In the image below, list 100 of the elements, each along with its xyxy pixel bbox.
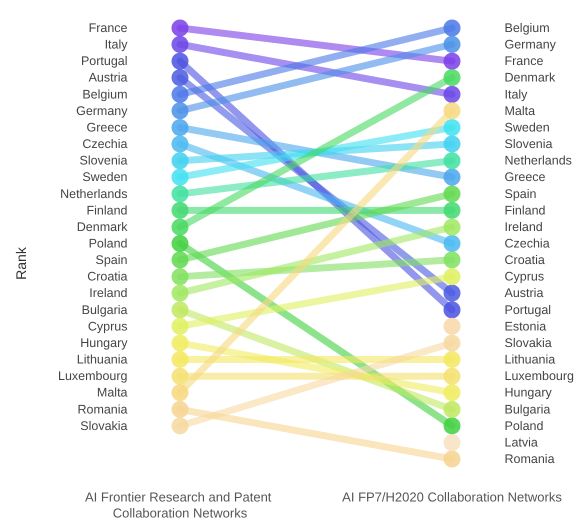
text: Poland — [504, 418, 544, 433]
text: Cyprus — [88, 319, 128, 334]
point — [172, 152, 188, 170]
point — [172, 69, 188, 86]
text: Slovakia — [80, 418, 128, 433]
text: Italy — [504, 87, 528, 102]
point — [444, 368, 460, 385]
point — [172, 168, 188, 186]
text: Austria — [88, 70, 128, 85]
text: Slovakia — [504, 336, 552, 350]
text: Bulgaria — [82, 302, 128, 317]
point — [444, 152, 460, 170]
text: Netherlands — [60, 186, 128, 201]
point — [444, 350, 460, 368]
point — [172, 102, 188, 120]
point — [444, 185, 460, 202]
text: Netherlands — [504, 154, 572, 168]
point — [444, 450, 460, 468]
point — [172, 52, 188, 70]
point — [172, 185, 188, 202]
text: Czechia — [82, 136, 128, 151]
point — [444, 36, 460, 53]
point — [444, 86, 460, 103]
text: Finland — [504, 203, 546, 218]
text: Denmark — [504, 70, 556, 85]
point — [172, 284, 188, 302]
point — [444, 52, 460, 70]
text: Malta — [96, 386, 128, 400]
point — [172, 202, 188, 219]
text: Romania — [504, 452, 555, 466]
text: Latvia — [504, 436, 538, 450]
text: Greece — [504, 170, 546, 184]
text: Sweden — [504, 120, 550, 135]
text: Sweden — [82, 170, 128, 184]
point — [444, 235, 460, 252]
point — [172, 20, 188, 36]
point — [172, 36, 188, 53]
point — [444, 102, 460, 120]
point — [444, 400, 460, 418]
text: Romania — [77, 402, 128, 416]
text: Finland — [86, 203, 128, 218]
text: Lithuania — [504, 352, 556, 366]
point — [172, 86, 188, 103]
point — [444, 20, 460, 36]
point — [172, 218, 188, 236]
point — [444, 251, 460, 268]
text: Germany — [76, 104, 128, 118]
point — [444, 202, 460, 219]
point — [444, 434, 460, 452]
text: Belgium — [504, 21, 550, 35]
point — [444, 168, 460, 186]
text: Hungary — [504, 386, 552, 400]
point — [444, 69, 460, 86]
point — [172, 135, 188, 152]
text: France — [504, 54, 544, 68]
point — [444, 334, 460, 352]
text: Lithuania — [76, 352, 128, 366]
text: Luxembourg — [58, 369, 128, 384]
text: Slovenia — [80, 154, 128, 168]
text: Hungary — [80, 336, 128, 350]
text: Spain — [96, 252, 128, 267]
point — [444, 384, 460, 402]
text: Luxembourg — [504, 369, 574, 384]
point — [172, 235, 188, 252]
text: Germany — [504, 37, 557, 52]
point — [172, 268, 188, 286]
point — [172, 400, 188, 418]
point — [172, 251, 188, 268]
text: Czechia — [504, 236, 550, 250]
point — [172, 318, 188, 335]
text: Greece — [86, 120, 128, 135]
text: Croatia — [504, 252, 545, 267]
text: Malta — [504, 104, 536, 118]
text: Denmark — [76, 220, 128, 234]
text: Austria — [504, 286, 544, 300]
point — [172, 368, 188, 385]
text: Bulgaria — [504, 402, 550, 416]
point — [444, 218, 460, 236]
y-axis-title: Rank — [13, 246, 29, 280]
point — [444, 135, 460, 152]
point — [444, 268, 460, 286]
text: Croatia — [87, 270, 128, 284]
point — [172, 334, 188, 352]
point — [444, 284, 460, 302]
point — [444, 301, 460, 318]
point — [172, 119, 188, 136]
text: Ireland — [89, 286, 128, 300]
point — [172, 301, 188, 318]
point — [444, 417, 460, 434]
text: Spain — [504, 186, 537, 201]
text: Cyprus — [504, 270, 544, 284]
point — [172, 350, 188, 368]
text: Poland — [88, 236, 128, 250]
text: France — [88, 21, 128, 35]
text: Ireland — [504, 220, 543, 234]
text: Estonia — [504, 319, 546, 334]
text: Portugal — [80, 54, 128, 68]
text: Slovenia — [504, 136, 552, 151]
x-tick-label: AI FP7/H2020 Collaboration Networks — [342, 490, 562, 504]
point — [172, 417, 188, 434]
